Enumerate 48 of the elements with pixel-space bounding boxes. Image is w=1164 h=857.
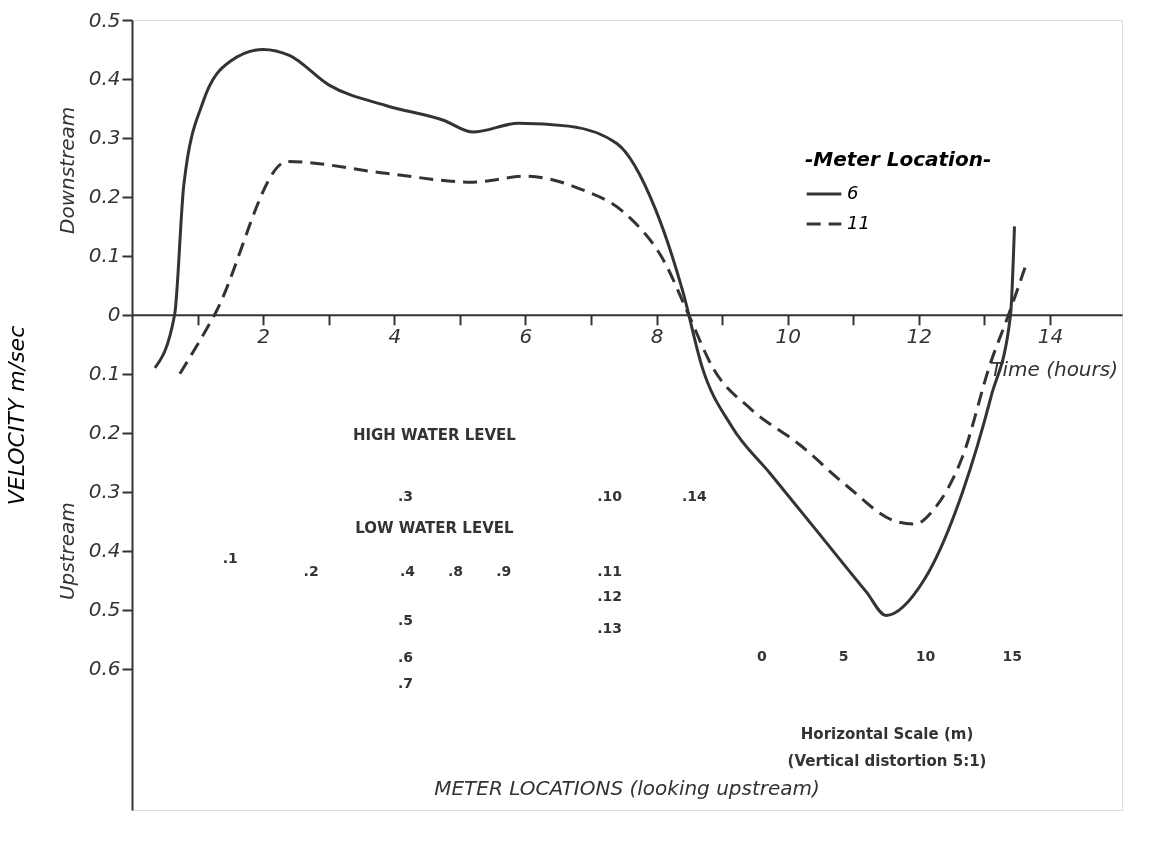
- y-tick-label: 0.2: [88, 184, 121, 209]
- annotation: .12: [597, 587, 623, 604]
- annotation: 5: [838, 647, 849, 664]
- y-tick-label: 0.5: [88, 7, 121, 32]
- y-tick-label: 0: [107, 302, 121, 327]
- y-tick-label: 0.4: [88, 66, 121, 91]
- y-tick-label: 0.3: [88, 125, 121, 150]
- annotation: HIGH WATER LEVEL: [352, 425, 517, 444]
- annotation: .2: [303, 563, 319, 580]
- legend-label: 6: [847, 182, 859, 203]
- annotation: .13: [597, 620, 623, 637]
- annotation: (Vertical distortion 5:1): [787, 751, 987, 770]
- annotation: .4: [399, 563, 416, 580]
- x-tick-label: 6: [519, 324, 533, 349]
- x-tick-label: 4: [388, 324, 402, 349]
- annotation: METER LOCATIONS (looking upstream): [434, 776, 820, 801]
- y-axis-title: VELOCITY m/sec: [3, 325, 29, 506]
- y-tick-label: 0.6: [88, 656, 121, 681]
- y-tick-label: 0.5: [88, 597, 121, 622]
- annotation: .1: [222, 549, 238, 566]
- y-tick-label: 0.3: [88, 479, 121, 504]
- annotation: .10: [597, 487, 623, 504]
- annotation: .3: [397, 487, 414, 504]
- annotation: 0: [756, 647, 767, 664]
- annotation: 10: [915, 647, 936, 664]
- y-tick-label: 0.1: [88, 361, 121, 386]
- legend-label: 11: [847, 212, 870, 233]
- y-tick-label: 0.2: [88, 420, 121, 445]
- annotation: .14: [682, 487, 708, 504]
- y-tick-label: 0.1: [88, 243, 121, 268]
- annotation: Horizontal Scale (m): [800, 724, 974, 743]
- text: Downstream: [55, 106, 80, 234]
- legend-title: -Meter Location-: [805, 147, 992, 171]
- annotation: .6: [397, 648, 414, 665]
- y-tick-label: 0.4: [88, 538, 121, 563]
- x-tick-label: 2: [257, 324, 270, 349]
- x-tick-label: 14: [1037, 324, 1064, 349]
- x-tick-label: 12: [906, 324, 932, 349]
- text: Upstream: [55, 502, 80, 601]
- annotation: .7: [397, 675, 414, 692]
- annotation: .5: [397, 611, 414, 628]
- annotation: .9: [496, 563, 512, 580]
- annotation: LOW WATER LEVEL: [355, 519, 514, 538]
- x-tick-label: 10: [775, 324, 801, 349]
- annotation: .8: [448, 563, 464, 580]
- x-tick-label: 8: [650, 324, 664, 349]
- annotation: .11: [597, 563, 623, 580]
- annotation: 15: [1002, 647, 1022, 664]
